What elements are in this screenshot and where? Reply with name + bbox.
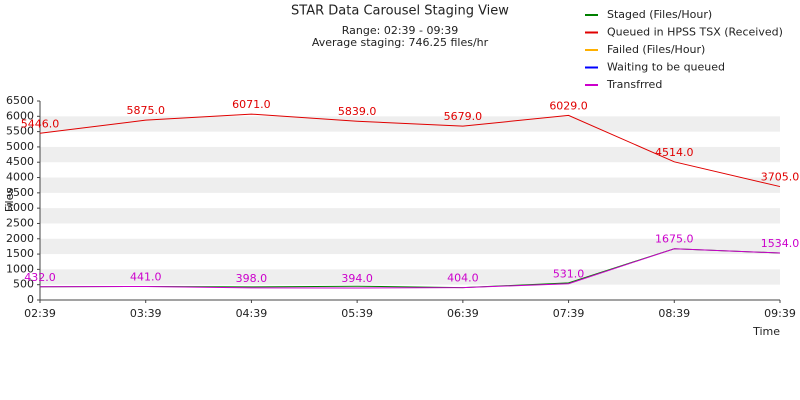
grid-band xyxy=(40,238,780,255)
series-line xyxy=(39,113,781,188)
y-tick-label: 1500 xyxy=(6,247,34,260)
series-line xyxy=(39,248,781,289)
y-tick-label: 6000 xyxy=(6,109,34,122)
y-tick-label: 4000 xyxy=(6,171,34,184)
y-tick-label: 3000 xyxy=(6,201,34,214)
data-label: 398.0 xyxy=(236,272,268,285)
data-label: 5875.0 xyxy=(126,104,165,117)
grid-band xyxy=(40,208,780,224)
y-tick-label: 2000 xyxy=(6,232,34,245)
y-tick-label: 2500 xyxy=(6,216,34,229)
x-tick-label: 03:39 xyxy=(130,307,162,320)
legend-label: Failed (Files/Hour) xyxy=(607,43,705,56)
legend-label: Transfrred xyxy=(606,78,662,91)
grid-band xyxy=(40,269,780,285)
data-label: 531.0 xyxy=(553,268,585,281)
grid-band xyxy=(40,146,780,163)
y-tick-label: 5000 xyxy=(6,140,34,153)
chart-title: STAR Data Carousel Staging View xyxy=(291,4,509,19)
y-tick-label: 4500 xyxy=(6,155,34,168)
data-label: 5446.0 xyxy=(21,117,60,130)
legend-label: Waiting to be queued xyxy=(607,61,725,74)
data-label: 6071.0 xyxy=(232,98,271,111)
grid-band xyxy=(40,177,780,193)
data-label: 441.0 xyxy=(130,270,162,283)
x-tick-label: 02:39 xyxy=(24,307,56,320)
chart-subtitle: Average staging: 746.25 files/hr xyxy=(312,36,489,49)
data-label: 5839.0 xyxy=(338,105,377,118)
x-tick-label: 05:39 xyxy=(341,307,373,320)
x-axis-label: Time xyxy=(752,325,780,338)
x-tick-label: 09:39 xyxy=(764,307,796,320)
data-label: 1675.0 xyxy=(655,233,694,246)
legend-label: Staged (Files/Hour) xyxy=(607,8,712,21)
y-tick-label: 3500 xyxy=(6,186,34,199)
chart-subtitle: Range: 02:39 - 09:39 xyxy=(342,24,458,37)
y-tick-label: 6500 xyxy=(6,94,34,107)
y-tick-label: 500 xyxy=(13,278,34,291)
data-label: 5679.0 xyxy=(444,110,483,123)
x-tick-label: 04:39 xyxy=(236,307,268,320)
y-tick-label: 0 xyxy=(27,293,34,306)
data-label: 6029.0 xyxy=(549,99,588,112)
y-axis-label: Files xyxy=(3,188,16,212)
data-label: 4514.0 xyxy=(655,146,694,159)
x-tick-label: 07:39 xyxy=(553,307,585,320)
y-tick-label: 5500 xyxy=(6,125,34,138)
x-tick-label: 08:39 xyxy=(658,307,690,320)
data-label: 3705.0 xyxy=(761,171,800,184)
data-label: 394.0 xyxy=(341,272,373,285)
y-tick-label: 1000 xyxy=(6,262,34,275)
legend-label: Queued in HPSS TSX (Received) xyxy=(607,26,783,39)
data-label: 432.0 xyxy=(24,271,56,284)
x-tick-label: 06:39 xyxy=(447,307,479,320)
data-label: 1534.0 xyxy=(761,237,800,250)
data-label: 404.0 xyxy=(447,272,479,285)
